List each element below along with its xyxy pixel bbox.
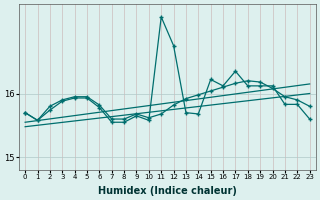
X-axis label: Humidex (Indice chaleur): Humidex (Indice chaleur)	[98, 186, 237, 196]
